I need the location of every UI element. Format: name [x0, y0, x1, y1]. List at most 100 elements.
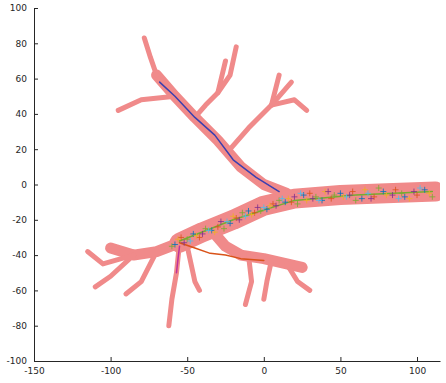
airway-branch	[264, 260, 272, 299]
airway-branch	[195, 47, 236, 118]
point	[376, 185, 382, 191]
airway-branch	[144, 38, 156, 75]
point	[291, 194, 297, 200]
tick-mark	[34, 8, 38, 9]
airway-branch	[218, 61, 226, 93]
tick: 100	[10, 3, 38, 13]
tick-mark	[111, 357, 112, 361]
tick-label: -40	[12, 250, 27, 260]
point	[193, 233, 199, 239]
point	[429, 194, 435, 200]
tick: 60	[16, 74, 38, 84]
point	[359, 196, 365, 202]
tick-label: 40	[16, 109, 28, 119]
airway-branch	[287, 264, 310, 290]
tick-label: -60	[12, 286, 27, 296]
point	[337, 190, 343, 196]
point	[245, 208, 251, 214]
tick-mark	[34, 290, 38, 291]
point	[230, 213, 236, 219]
point	[255, 204, 261, 210]
point	[417, 185, 423, 191]
point	[187, 238, 193, 244]
tick-label: 50	[335, 366, 347, 376]
chart: -150-100-50050100-100-80-60-40-200204060…	[0, 0, 446, 383]
path-line	[180, 243, 264, 261]
tick: 80	[16, 39, 38, 49]
airway-branch	[157, 75, 287, 193]
point	[239, 210, 245, 216]
point	[218, 219, 224, 225]
tick-mark	[34, 255, 38, 256]
point	[426, 190, 432, 196]
point	[242, 213, 248, 219]
tick: 0	[261, 357, 267, 376]
point	[380, 189, 386, 195]
point	[411, 189, 417, 195]
airway-branch	[271, 75, 279, 105]
tick-label: 100	[409, 366, 426, 376]
point	[279, 196, 285, 202]
tick: -20	[12, 215, 38, 225]
path-line	[176, 246, 179, 272]
tick-label: 0	[21, 180, 27, 190]
tick-mark	[34, 79, 38, 80]
x-axis-line	[35, 361, 441, 362]
point	[406, 196, 412, 202]
tick-mark	[34, 185, 38, 186]
point	[224, 219, 230, 225]
tick-label: 100	[10, 3, 27, 13]
tick-label: 20	[16, 145, 28, 155]
tick: 100	[409, 357, 426, 376]
point	[236, 217, 242, 223]
airway-branch	[95, 255, 133, 287]
point	[285, 196, 291, 202]
tick: -100	[7, 356, 38, 366]
tick-label: -100	[7, 356, 28, 366]
point	[282, 199, 288, 205]
plot: -150-100-50050100-100-80-60-40-200204060…	[7, 3, 441, 376]
point	[215, 224, 221, 230]
airway-branch	[245, 255, 251, 304]
point	[313, 194, 319, 200]
airway-branch	[169, 243, 180, 326]
path-line	[160, 82, 280, 191]
tick: -100	[101, 357, 122, 376]
tick-mark	[34, 326, 38, 327]
tick: 20	[16, 145, 38, 155]
point	[353, 197, 359, 203]
airway-branch	[230, 82, 291, 149]
airway-branch	[187, 246, 199, 290]
point	[304, 197, 310, 203]
point	[181, 240, 187, 246]
tick-label: -100	[101, 366, 122, 376]
tick-label: 0	[261, 366, 267, 376]
tick-mark	[34, 361, 38, 362]
tick-mark	[34, 149, 38, 150]
y-axis: -100 -80 -60 -40 -20 0 20 40 60 80 100	[7, 3, 38, 366]
point	[362, 187, 368, 193]
tick-mark	[34, 43, 38, 44]
point	[221, 226, 227, 232]
point	[298, 190, 304, 196]
tick-label: -20	[12, 215, 27, 225]
point	[399, 190, 405, 196]
tick-label: -80	[12, 321, 27, 331]
point	[414, 192, 420, 198]
tick-label: -150	[24, 366, 45, 376]
point	[273, 203, 279, 209]
airway-branch	[111, 243, 180, 255]
tick-mark	[187, 357, 188, 361]
point	[316, 197, 322, 203]
point	[396, 196, 402, 202]
point	[200, 231, 206, 237]
point	[331, 192, 337, 198]
marks	[88, 38, 436, 326]
point	[390, 192, 396, 198]
path-line	[180, 192, 433, 241]
tick-mark	[34, 114, 38, 115]
airway-branch	[271, 100, 306, 111]
point	[169, 243, 175, 249]
airway-branch	[126, 252, 157, 294]
tick: -40	[12, 250, 38, 260]
